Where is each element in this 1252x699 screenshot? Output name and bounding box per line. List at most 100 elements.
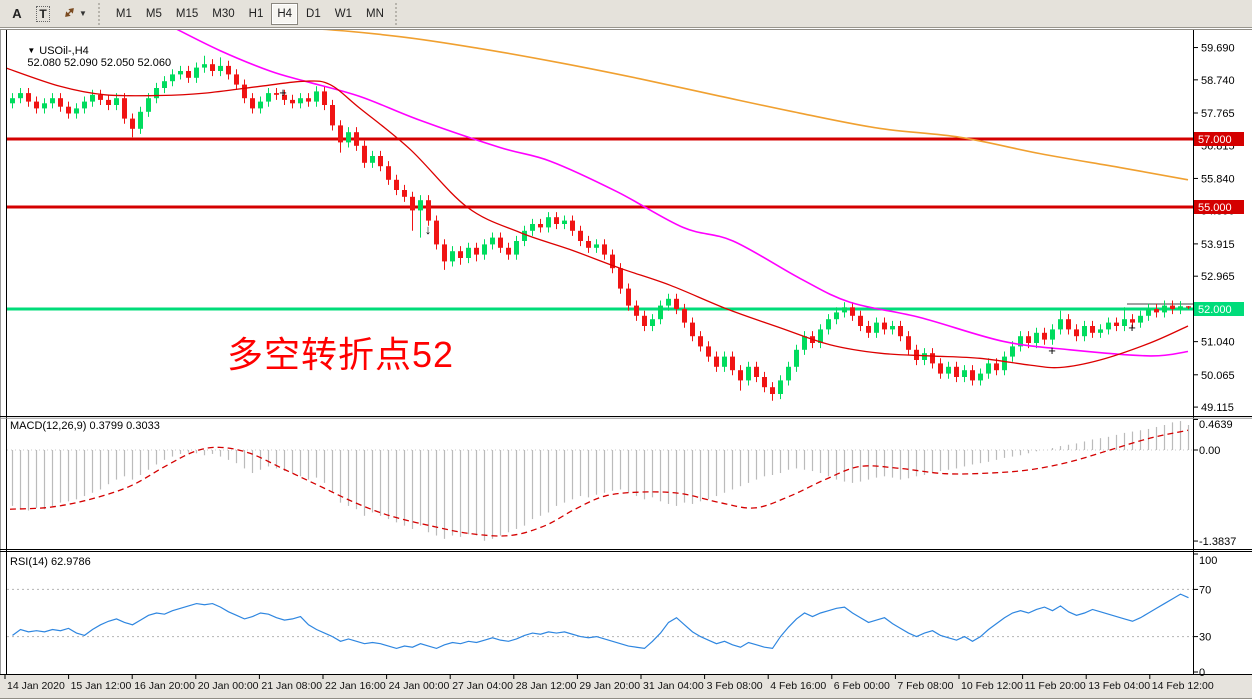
text-a-tool-button[interactable]: A [5,3,29,25]
candle-body [1162,305,1167,313]
candle-body [570,220,575,231]
candle-body [98,94,103,100]
candle-body [258,101,263,109]
time-label: 22 Jan 16:00 [325,680,386,692]
arrows-tool-button[interactable]: ▼ [57,3,93,25]
candle-body [658,305,663,320]
time-label: 14 Feb 12:00 [1151,680,1214,692]
y-tick-label: 51.040 [1201,337,1235,349]
price-line-label: 52.000 [1198,304,1232,316]
candle-body [1122,319,1127,326]
timeframe-button-h1[interactable]: H1 [243,3,270,25]
candle-body [706,346,711,357]
candle-body [306,98,311,102]
timeframe-button-d1[interactable]: D1 [300,3,327,25]
symbol-menu-icon[interactable]: ▼ [27,46,36,55]
candle-body [210,64,215,71]
candle-body [178,71,183,75]
candle-body [498,237,503,248]
candle-body [170,74,175,82]
candle-body [1186,306,1191,308]
timeframe-button-m5[interactable]: M5 [140,3,168,25]
timeframe-button-m1[interactable]: M1 [110,3,138,25]
candle-body [474,247,479,255]
candle-body [618,268,623,289]
time-label: 13 Feb 04:00 [1088,680,1151,692]
rsi-line [12,593,1189,650]
candle-body [930,353,935,364]
ma-fast-red-line [7,67,1189,369]
candle-body [58,98,63,107]
candle-body [834,312,839,320]
candle-body [1034,332,1039,343]
price-line-label: 55.000 [1198,202,1232,214]
y-tick-label: 49.115 [1201,402,1234,414]
candle-body [898,326,903,337]
macd-indicator-label: MACD(12,26,9) 0.3799 0.3033 [10,420,160,432]
rsi-indicator-label: RSI(14) 62.9786 [10,556,91,568]
candle-body [370,156,375,163]
main-price-panel: + ↓ + + [7,29,1193,401]
candle-body [906,336,911,350]
candle-body [730,356,735,371]
chart-surface[interactable]: +↓++59.69058.74057.76556.81555.84054.890… [0,29,1252,699]
macd-tick-label: 0.4639 [1199,419,1233,431]
price-line-label-box [1194,200,1244,214]
candle-body [146,98,151,112]
candle-body [274,93,279,95]
arrows-tool-icon [63,6,76,22]
price-line-label: 57.000 [1198,134,1232,146]
timeframe-button-m30[interactable]: M30 [206,3,240,25]
macd-tick-label: -1.3837 [1199,536,1236,548]
candle-body [226,65,231,75]
rsi-tick-label: 100 [1199,555,1217,567]
rsi-tick-label: 0 [1199,667,1205,679]
candle-body [682,309,687,323]
time-label: 15 Jan 12:00 [70,680,132,692]
candle-body [50,98,55,104]
candle-body [26,93,31,102]
candle-body [962,370,967,377]
chart-object-marker: ↓ [425,222,432,237]
candle-body [282,94,287,100]
candle-body [338,125,343,143]
candle-body [762,377,767,388]
candle-body [666,298,671,306]
timeframe-button-mn[interactable]: MN [360,3,390,25]
candle-body [850,307,855,316]
candle-body [978,373,983,381]
candle-body [242,84,247,99]
time-label: 29 Jan 20:00 [579,680,641,692]
timeframe-button-m15[interactable]: M15 [170,3,204,25]
candle-body [378,156,383,167]
candle-body [386,166,391,180]
text-t-tool-button[interactable]: T [31,3,55,25]
time-label: 6 Feb 00:00 [833,680,890,692]
candle-body [970,370,975,381]
time-label: 16 Jan 20:00 [134,680,195,692]
candle-body [74,108,79,114]
candle-body [866,326,871,333]
candle-body [1154,309,1159,313]
candle-body [266,93,271,102]
candles-layer [10,55,1191,401]
candle-body [1082,326,1087,337]
rsi-tick-label: 70 [1199,584,1211,596]
candle-body [514,241,519,255]
macd-signal-line [9,429,1189,537]
time-label: 7 Feb 08:00 [897,680,954,692]
candle-body [826,319,831,330]
candle-body [90,94,95,102]
candle-body [1002,356,1007,371]
candle-body [538,224,543,228]
candle-body [194,67,199,78]
candle-body [10,98,15,104]
candle-body [842,307,847,313]
timeframe-button-w1[interactable]: W1 [329,3,358,25]
candle-body [922,353,927,360]
candle-body [1138,315,1143,323]
time-label: 21 Jan 08:00 [261,680,323,692]
candle-body [1114,322,1119,326]
candle-body [18,93,23,99]
timeframe-button-h4[interactable]: H4 [271,2,299,25]
